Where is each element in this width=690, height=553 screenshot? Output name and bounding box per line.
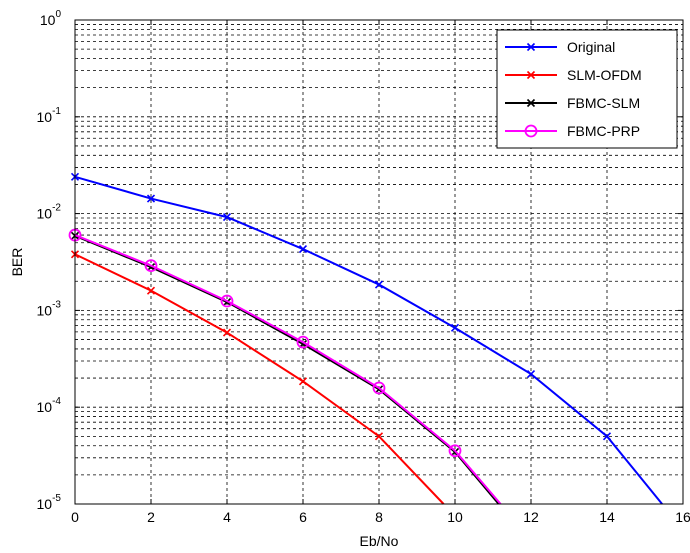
legend-entry: FBMC-SLM bbox=[505, 95, 640, 111]
series-layer bbox=[68, 172, 663, 505]
y-tick-label: 10-3 bbox=[37, 299, 62, 318]
y-tick-label: 10-4 bbox=[37, 396, 62, 415]
x-tick-label: 6 bbox=[299, 509, 307, 525]
y-tick-label: 10-2 bbox=[37, 203, 62, 222]
data-point-marker bbox=[298, 245, 308, 254]
data-point-marker bbox=[298, 377, 308, 386]
x-tick-label: 14 bbox=[599, 509, 615, 525]
legend-label: Original bbox=[567, 39, 615, 55]
legend: Original SLM-OFDM FBMC-SLM FBMC-PRP bbox=[496, 29, 678, 149]
data-point-marker bbox=[146, 194, 156, 203]
series-slm-ofdm bbox=[70, 250, 445, 505]
series-fbmc-prp bbox=[68, 228, 502, 505]
y-tick-label: 100 bbox=[40, 9, 62, 28]
legend-label: SLM-OFDM bbox=[567, 67, 642, 83]
data-point-marker bbox=[144, 259, 158, 273]
series-original bbox=[70, 172, 663, 505]
data-point-marker bbox=[374, 432, 384, 441]
x-tick-label: 8 bbox=[375, 509, 383, 525]
x-tick-label: 2 bbox=[147, 509, 155, 525]
legend-label: FBMC-SLM bbox=[567, 95, 640, 111]
x-tick-label: 12 bbox=[523, 509, 539, 525]
y-axis-label: BER bbox=[9, 248, 25, 277]
data-point-marker bbox=[602, 432, 612, 441]
y-tick-label: 10-1 bbox=[37, 106, 62, 125]
data-point-marker bbox=[524, 124, 538, 138]
x-tick-label: 16 bbox=[675, 509, 690, 525]
data-point-marker bbox=[146, 286, 156, 295]
data-point-marker bbox=[448, 444, 462, 458]
legend-entry: FBMC-PRP bbox=[505, 123, 640, 139]
x-tick-label: 10 bbox=[447, 509, 463, 525]
legend-entry: Original bbox=[505, 39, 615, 55]
data-point-marker bbox=[526, 70, 536, 80]
data-point-marker bbox=[374, 280, 384, 289]
x-axis-label: Eb/No bbox=[360, 533, 399, 549]
legend-entry: SLM-OFDM bbox=[505, 67, 642, 83]
data-point-marker bbox=[222, 328, 232, 337]
y-tick-label: 10-5 bbox=[37, 493, 62, 512]
data-point-marker bbox=[526, 42, 536, 52]
x-tick-label: 4 bbox=[223, 509, 231, 525]
series-line bbox=[74, 253, 445, 505]
legend-label: FBMC-PRP bbox=[567, 123, 640, 139]
series-line bbox=[74, 234, 502, 505]
data-point-marker bbox=[222, 213, 232, 222]
data-point-marker bbox=[296, 335, 310, 349]
data-point-marker bbox=[450, 323, 460, 332]
x-tick-label: 0 bbox=[71, 509, 79, 525]
data-point-marker bbox=[526, 98, 536, 108]
ticks: 0 2 4 6 8 10 12 14 16 10-5 10-4 10-3 10-2 10-1 100 bbox=[37, 9, 690, 525]
data-point-marker bbox=[526, 369, 536, 379]
data-point-marker bbox=[220, 294, 234, 308]
data-point-marker bbox=[372, 381, 386, 395]
